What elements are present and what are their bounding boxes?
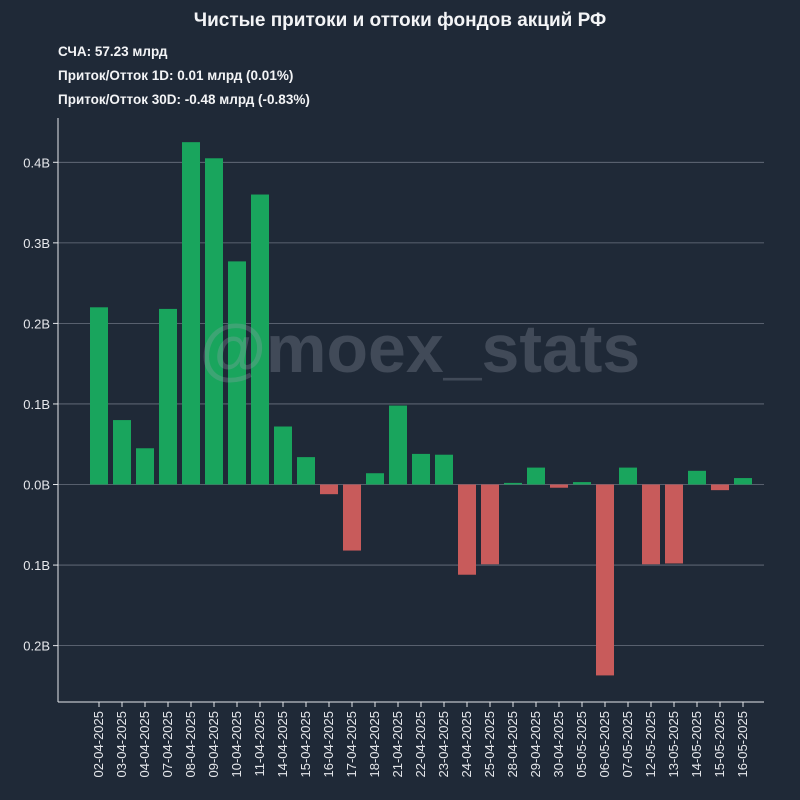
bar-02-04-2025: [90, 307, 108, 485]
y-tick-label: 0.0B: [23, 478, 50, 493]
x-tick-label: 29-04-2025: [528, 711, 543, 778]
x-tick-label: 10-04-2025: [229, 711, 244, 778]
axes: 0.2B 0.1B 0.0B 0.1B 0.2B 0.3B 0.4B 02-04-2025 03…: [23, 118, 764, 778]
stat-nav: СЧА: 57.23 млрд: [58, 44, 168, 59]
bar-04-04-2025: [136, 448, 154, 485]
bar-03-04-2025: [113, 420, 131, 485]
x-tick-label: 12-05-2025: [643, 711, 658, 778]
x-tick-label: 07-05-2025: [620, 711, 635, 778]
bar-18-04-2025: [366, 473, 384, 485]
bar-10-04-2025: [228, 261, 246, 485]
stat-flow-30d: Приток/Отток 30D: -0.48 млрд (-0.83%): [58, 92, 310, 107]
bars: [90, 142, 752, 676]
y-tick-label: 0.3B: [23, 236, 50, 251]
bar-23-04-2025: [435, 454, 453, 485]
x-tick-label: 23-04-2025: [436, 711, 451, 778]
bar-14-04-2025: [274, 426, 292, 485]
watermark-text: @moex_stats: [200, 311, 641, 387]
bar-05-05-2025: [573, 482, 591, 485]
bar-25-04-2025: [481, 484, 499, 565]
x-tick-label: 06-05-2025: [597, 711, 612, 778]
bar-06-05-2025: [596, 484, 614, 676]
x-tick-label: 09-04-2025: [206, 711, 221, 778]
x-tick-label: 05-05-2025: [574, 711, 589, 778]
bar-11-04-2025: [251, 194, 269, 485]
bar-16-04-2025: [320, 484, 338, 495]
bar-07-04-2025: [159, 308, 177, 485]
x-tick-label: 11-04-2025: [252, 711, 267, 777]
y-tick-label: 0.1B: [23, 397, 50, 412]
x-tick-label: 21-04-2025: [390, 711, 405, 778]
y-tick-label: 0.1B: [23, 558, 50, 573]
x-tick-label: 03-04-2025: [114, 711, 129, 778]
bar-22-04-2025: [412, 453, 430, 485]
bar-29-04-2025: [527, 467, 545, 485]
x-tick-label: 07-04-2025: [160, 711, 175, 778]
bar-12-05-2025: [642, 484, 660, 565]
x-tick-label: 02-04-2025: [91, 711, 106, 778]
bar-30-04-2025: [550, 484, 568, 488]
x-tick-label: 18-04-2025: [367, 711, 382, 778]
x-tick-label: 16-04-2025: [321, 711, 336, 778]
x-tick-label: 17-04-2025: [344, 711, 359, 778]
x-tick-label: 25-04-2025: [482, 711, 497, 778]
bar-17-04-2025: [343, 484, 361, 551]
bar-21-04-2025: [389, 405, 407, 485]
bar-16-05-2025: [734, 478, 752, 485]
bar-09-04-2025: [205, 158, 223, 485]
bar-08-04-2025: [182, 142, 200, 485]
y-tick-label: 0.2B: [23, 316, 50, 331]
bar-24-04-2025: [458, 484, 476, 575]
x-tick-label: 30-04-2025: [551, 711, 566, 778]
bar-15-05-2025: [711, 484, 729, 491]
y-tick-label: 0.4B: [23, 155, 50, 170]
x-tick-label: 15-05-2025: [712, 711, 727, 778]
x-tick-label: 28-04-2025: [505, 711, 520, 778]
y-tick-label: 0.2B: [23, 639, 50, 654]
stat-flow-1d: Приток/Отток 1D: 0.01 млрд (0.01%): [58, 68, 294, 83]
bar-15-04-2025: [297, 457, 315, 485]
bar-28-04-2025: [504, 482, 522, 485]
chart-title: Чистые притоки и оттоки фондов акций РФ: [193, 10, 607, 31]
x-tick-label: 08-04-2025: [183, 711, 198, 778]
x-tick-label: 04-04-2025: [137, 711, 152, 778]
x-tick-label: 16-05-2025: [735, 711, 750, 778]
bar-14-05-2025: [688, 470, 706, 485]
x-tick-label: 14-05-2025: [689, 711, 704, 778]
x-tick-label: 15-04-2025: [298, 711, 313, 778]
bar-13-05-2025: [665, 484, 683, 564]
x-tick-label: 13-05-2025: [666, 711, 681, 778]
x-tick-label: 14-04-2025: [275, 711, 290, 778]
x-tick-label: 24-04-2025: [459, 711, 474, 778]
x-tick-label: 22-04-2025: [413, 711, 428, 778]
bar-07-05-2025: [619, 467, 637, 485]
